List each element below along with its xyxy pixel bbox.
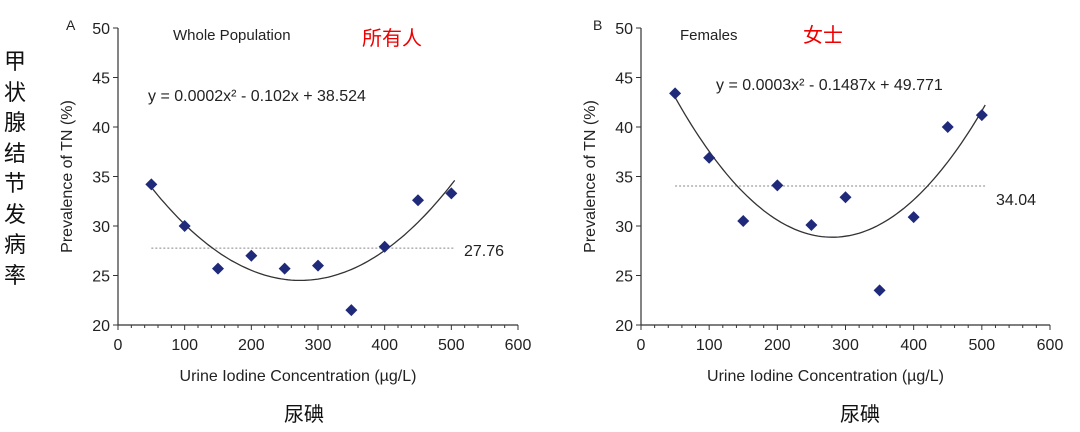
data-point — [145, 178, 158, 191]
trendline — [674, 96, 986, 238]
data-point — [669, 87, 682, 100]
data-point — [839, 191, 852, 204]
data-point — [378, 240, 391, 253]
panel-a: 0 100 200 300 400 500 600 20 25 30 35 40 45 50 Urine I… — [59, 17, 531, 385]
y-tick-label: 45 — [92, 71, 110, 88]
data-point — [312, 259, 324, 272]
data-point — [805, 219, 818, 232]
x-tick-label: 400 — [371, 337, 398, 354]
data-point — [178, 220, 191, 232]
panel-title: Females — [680, 27, 738, 44]
y-axis-chinese-label: 甲状腺结节发病率 — [2, 48, 28, 292]
data-point — [703, 151, 716, 164]
side-char: 病 — [3, 233, 26, 258]
x-tick-label: 200 — [764, 337, 791, 354]
data-point — [445, 187, 458, 200]
side-char: 结 — [3, 141, 26, 167]
side-char: 腺 — [3, 111, 26, 136]
y-tick-label: 30 — [615, 219, 633, 236]
caption-b: 尿碘 — [840, 402, 880, 426]
side-char: 状 — [3, 80, 26, 106]
y-tick-label: 40 — [615, 120, 633, 137]
mean-label: 34.04 — [996, 192, 1036, 209]
data-point — [278, 262, 291, 275]
y-tick-label: 25 — [92, 269, 110, 286]
x-tick-label: 500 — [438, 337, 465, 354]
mean-label: 27.76 — [464, 243, 504, 260]
x-tick-label: 600 — [1037, 337, 1064, 354]
data-point — [345, 304, 358, 317]
data-point — [737, 215, 750, 228]
x-tick-label: 100 — [171, 337, 198, 354]
caption-a: 尿碘 — [284, 402, 324, 426]
x-tick-label: 300 — [832, 337, 859, 354]
y-axis-title: Prevalence of TN (%) — [59, 100, 76, 253]
annotation-cn: 所有人 — [362, 26, 422, 50]
x-tick-label: 0 — [637, 337, 646, 354]
x-tick-label: 500 — [968, 337, 995, 354]
data-point — [975, 109, 988, 122]
annotation-cn: 女士 — [803, 23, 843, 47]
x-axis-title: Urine Iodine Concentration (µg/L) — [180, 368, 417, 385]
y-tick-label: 35 — [92, 170, 110, 187]
y-tick-label: 50 — [615, 21, 633, 38]
side-char: 发 — [3, 202, 26, 228]
data-point — [941, 121, 954, 133]
y-tick-label: 35 — [615, 170, 633, 187]
data-point — [412, 194, 424, 207]
y-tick-label: 30 — [92, 219, 110, 236]
y-tick-label: 20 — [615, 318, 633, 335]
x-tick-label: 600 — [505, 337, 532, 354]
panel-label: A — [66, 17, 76, 33]
side-char: 节 — [3, 172, 26, 197]
trendline — [150, 179, 456, 282]
side-char: 甲 — [3, 50, 26, 75]
y-axis-title: Prevalence of TN (%) — [582, 100, 599, 253]
panel-title: Whole Population — [173, 27, 291, 44]
data-point — [245, 249, 258, 262]
panel-label: B — [593, 17, 602, 33]
data-point — [907, 211, 920, 224]
y-tick-label: 45 — [615, 71, 633, 88]
y-tick-label: 25 — [615, 269, 633, 286]
data-point — [212, 262, 224, 275]
side-char: 率 — [3, 263, 26, 289]
x-tick-label: 0 — [114, 337, 123, 354]
trendline-equation: y = 0.0002x² - 0.102x + 38.524 — [148, 88, 366, 105]
x-tick-label: 200 — [238, 337, 265, 354]
y-tick-label: 20 — [92, 318, 110, 335]
y-tick-label: 50 — [92, 21, 110, 38]
x-axis-title: Urine Iodine Concentration (µg/L) — [707, 368, 944, 385]
x-tick-label: 300 — [305, 337, 332, 354]
data-point — [771, 179, 784, 192]
y-tick-label: 40 — [92, 120, 110, 137]
x-tick-label: 100 — [696, 337, 723, 354]
trendline-equation: y = 0.0003x² - 0.1487x + 49.771 — [716, 77, 943, 94]
data-point — [873, 284, 886, 297]
x-tick-label: 400 — [900, 337, 927, 354]
panel-b: 0 100 200 300 400 500 600 20 25 30 35 40 45 50 Urine I… — [582, 17, 1063, 385]
